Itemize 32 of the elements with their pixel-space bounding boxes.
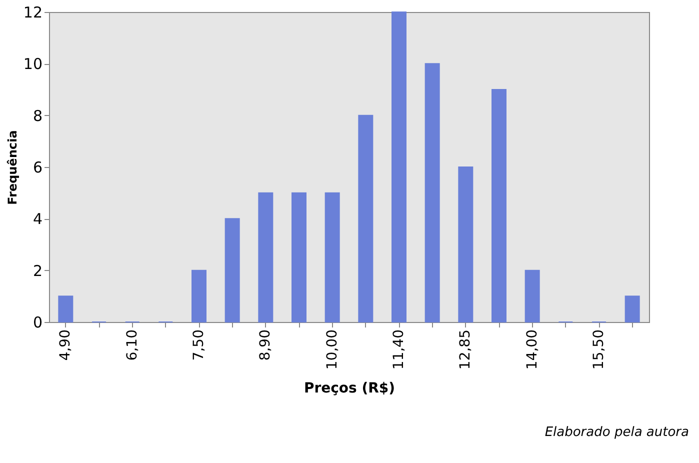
text: Elaborado pela autora: [544, 425, 690, 440]
bar: [324, 192, 340, 322]
x-tick-label: 8,90: [258, 330, 274, 361]
bar: [358, 114, 374, 322]
x-tick-label: 4,90: [58, 330, 74, 361]
x-tick-label: 11,40: [391, 330, 407, 370]
y-tick-label: 0: [32, 314, 42, 332]
y-tick-label: 10: [23, 55, 42, 74]
x-tick-label: 12,85: [458, 330, 474, 370]
bar: [624, 296, 640, 322]
bar: [424, 63, 440, 322]
y-tick-label: 8: [32, 106, 42, 125]
bar: [458, 166, 474, 322]
bar: [58, 296, 74, 322]
x-tick-label: 6,10: [124, 330, 140, 361]
y-tick-label: 6: [32, 158, 42, 176]
x-tick-label: 14,00: [524, 330, 540, 370]
bar: [524, 270, 540, 322]
y-tick-label: 4: [32, 210, 42, 228]
x-tick-label: 15,50: [591, 330, 607, 370]
bar: [292, 192, 306, 322]
y-axis-title: Frequência: [5, 130, 20, 205]
bar: [224, 218, 240, 322]
y-tick-label: 12: [23, 4, 42, 22]
x-axis-title: Preços (R$): [304, 380, 396, 397]
bar: [492, 89, 506, 322]
bar: [258, 192, 274, 322]
bar: [392, 12, 406, 322]
x-tick-label: 7,50: [191, 330, 207, 361]
x-tick-label: 10,00: [324, 330, 340, 370]
bar: [192, 270, 206, 322]
y-tick-label: 2: [32, 262, 42, 280]
